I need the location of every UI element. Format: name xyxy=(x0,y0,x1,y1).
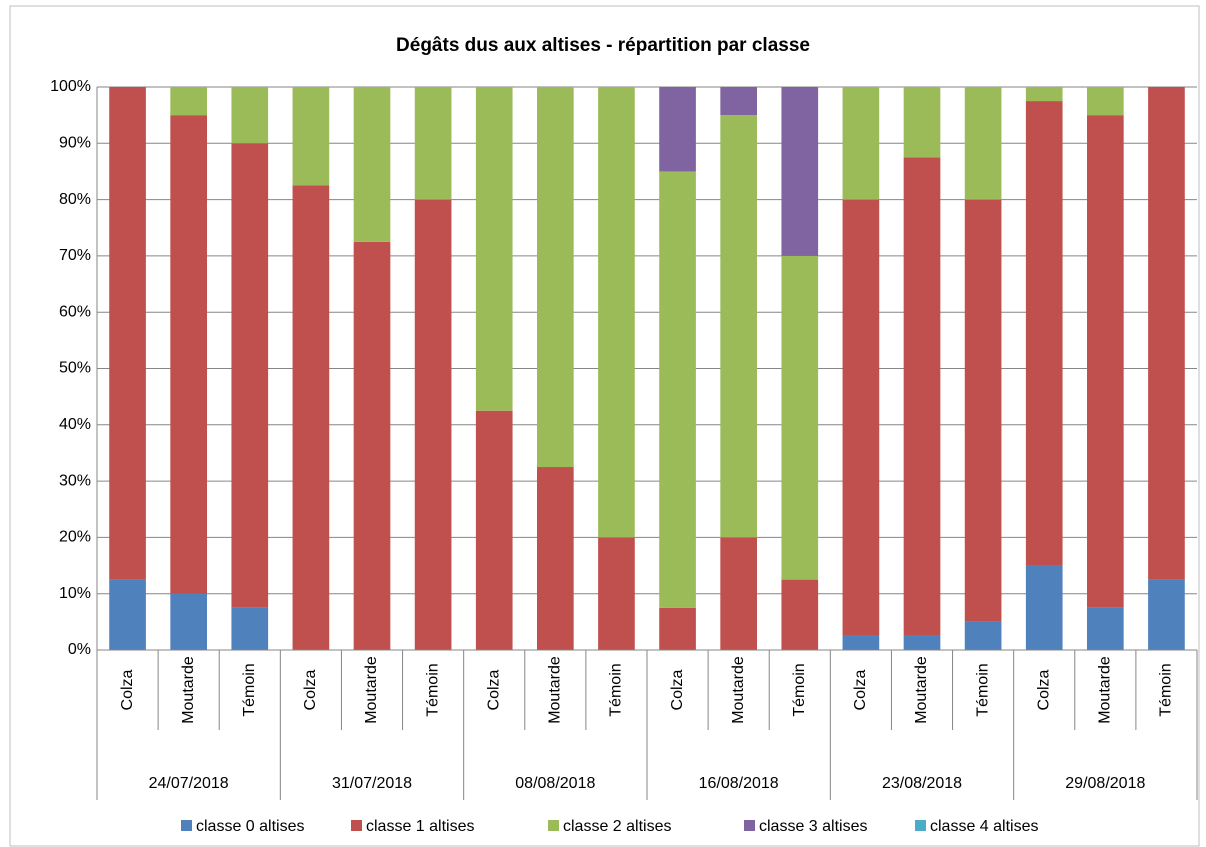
legend-swatch xyxy=(744,820,755,831)
bar-segment xyxy=(598,537,635,650)
bar-segment xyxy=(1025,565,1063,650)
y-tick-label: 70% xyxy=(59,247,91,264)
bar-segment xyxy=(1025,87,1063,102)
group-label: 16/08/2018 xyxy=(699,775,779,792)
bar-segment xyxy=(109,579,146,650)
x-tick-label: Témoin xyxy=(974,663,991,716)
bar-segment xyxy=(1148,87,1185,580)
bar-segment xyxy=(720,537,757,650)
bar-segment xyxy=(659,607,696,650)
legend-label: classe 3 altises xyxy=(759,818,868,835)
x-tick-label: Colza xyxy=(119,669,136,710)
y-tick-label: 50% xyxy=(59,360,91,377)
bar-segment xyxy=(781,87,819,256)
x-tick-label: Colza xyxy=(485,669,502,710)
group-label: 23/08/2018 xyxy=(882,775,962,792)
legend-label: classe 0 altises xyxy=(196,818,305,835)
legend-swatch xyxy=(915,820,926,831)
x-tick-label: Moutarde xyxy=(913,656,930,724)
bar-segment xyxy=(964,87,1002,200)
x-tick-label: Moutarde xyxy=(363,656,380,724)
x-tick-label: Colza xyxy=(669,669,686,710)
bar-segment xyxy=(109,87,146,580)
bar-segment xyxy=(964,199,1002,622)
group-label: 29/08/2018 xyxy=(1065,775,1145,792)
bar-segment xyxy=(292,185,330,650)
bar-segment xyxy=(1025,101,1063,566)
bar-segment xyxy=(475,87,513,411)
x-tick-label: Témoin xyxy=(424,663,441,716)
bar-segment xyxy=(964,621,1002,650)
bar-segment xyxy=(231,143,269,608)
x-tick-label: Témoin xyxy=(241,663,258,716)
bar-segment xyxy=(842,635,880,650)
bar-segment xyxy=(1087,115,1124,608)
legend-swatch xyxy=(548,820,559,831)
x-tick-label: Colza xyxy=(1035,669,1052,710)
bar-segment xyxy=(1087,607,1124,650)
y-tick-label: 40% xyxy=(59,416,91,433)
bar-segment xyxy=(414,87,452,200)
bar-segment xyxy=(170,115,207,594)
bar-segment xyxy=(231,607,269,650)
bar-segment xyxy=(475,410,513,650)
bar-segment xyxy=(659,171,696,608)
bar-segment xyxy=(781,579,819,650)
legend-swatch xyxy=(181,820,192,831)
bar-segment xyxy=(537,87,574,468)
y-tick-label: 30% xyxy=(59,472,91,489)
x-tick-label: Colza xyxy=(852,669,869,710)
bar-segment xyxy=(781,255,819,580)
x-tick-label: Moutarde xyxy=(547,656,564,724)
bar-segment xyxy=(659,87,696,172)
legend-label: classe 4 altises xyxy=(930,818,1039,835)
y-tick-label: 80% xyxy=(59,191,91,208)
bar-segment xyxy=(353,241,391,650)
x-tick-label: Colza xyxy=(302,669,319,710)
legend-swatch xyxy=(351,820,362,831)
group-label: 31/07/2018 xyxy=(332,775,412,792)
bar-segment xyxy=(231,87,269,144)
y-tick-label: 20% xyxy=(59,529,91,546)
bar-segment xyxy=(842,87,880,200)
bar-segment xyxy=(903,157,941,636)
x-tick-label: Témoin xyxy=(1158,663,1175,716)
bar-segment xyxy=(414,199,452,650)
group-label: 08/08/2018 xyxy=(515,775,595,792)
y-tick-label: 0% xyxy=(68,641,91,658)
bar-segment xyxy=(353,87,391,242)
x-tick-label: Moutarde xyxy=(1097,656,1114,724)
bar-segment xyxy=(720,115,757,538)
bar-segment xyxy=(170,593,207,650)
y-tick-label: 100% xyxy=(50,78,91,95)
bar-segment xyxy=(537,467,574,650)
bar-segment xyxy=(598,87,635,538)
bar-segment xyxy=(292,87,330,186)
bar-segment xyxy=(903,635,941,650)
bar-segment xyxy=(1087,87,1124,116)
bar-segment xyxy=(170,87,207,116)
x-tick-label: Moutarde xyxy=(730,656,747,724)
legend-label: classe 2 altises xyxy=(563,818,672,835)
x-tick-label: Témoin xyxy=(608,663,625,716)
legend-label: classe 1 altises xyxy=(366,818,475,835)
bar-segment xyxy=(720,87,757,116)
chart-title: Dégâts dus aux altises - répartition par… xyxy=(396,35,810,56)
bar-segment xyxy=(1148,579,1185,650)
group-label: 24/07/2018 xyxy=(149,775,229,792)
y-tick-label: 60% xyxy=(59,303,91,320)
bar-segment xyxy=(903,87,941,158)
x-tick-label: Témoin xyxy=(791,663,808,716)
y-tick-label: 10% xyxy=(59,585,91,602)
bar-segment xyxy=(842,199,880,636)
x-tick-label: Moutarde xyxy=(180,656,197,724)
y-tick-label: 90% xyxy=(59,135,91,152)
